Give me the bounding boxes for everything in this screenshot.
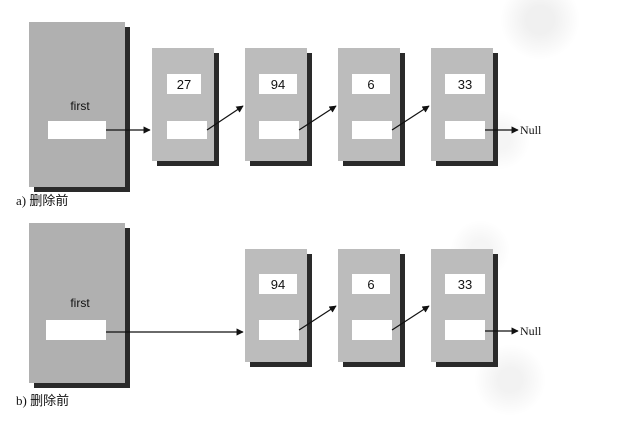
node-value: 6 xyxy=(367,77,374,92)
node-pointer-slot xyxy=(167,121,207,139)
node-face xyxy=(431,249,493,362)
list-node-b-3: 33 xyxy=(431,249,498,367)
pointer-arrow-6-to-33 xyxy=(391,105,430,131)
node-pointer-slot xyxy=(259,121,299,139)
head-face xyxy=(29,223,125,383)
node-value-slot xyxy=(445,274,485,294)
head-node-first-a: first xyxy=(29,22,130,192)
null-label: Null xyxy=(520,123,542,137)
node-pointer-slot xyxy=(445,320,485,340)
node-face xyxy=(338,48,400,161)
diagram-b: first 94 6 xyxy=(29,223,542,388)
caption-a: a) 删除前 xyxy=(16,193,69,208)
node-value: 94 xyxy=(271,77,285,92)
head-label: first xyxy=(70,99,90,113)
node-face xyxy=(431,48,493,161)
head-node-first-b: first xyxy=(29,223,130,388)
list-node-b-1: 94 xyxy=(245,249,312,367)
pointer-arrow-94-to-6 xyxy=(298,305,337,331)
node-value-slot xyxy=(352,74,390,94)
node-face xyxy=(245,48,307,161)
node-value: 6 xyxy=(367,277,374,292)
list-node-a-2: 94 xyxy=(245,48,312,166)
node-face xyxy=(338,249,400,362)
node-face xyxy=(245,249,307,362)
node-value-slot xyxy=(167,74,201,94)
list-node-a-3: 6 xyxy=(338,48,405,166)
pointer-arrow-94-to-6 xyxy=(298,105,337,131)
head-face xyxy=(29,22,125,187)
node-value-slot xyxy=(445,74,485,94)
list-node-a-1: 27 xyxy=(152,48,219,166)
head-pointer-slot xyxy=(48,121,106,139)
pointer-arrow-6-to-33 xyxy=(391,305,430,331)
node-value: 33 xyxy=(458,77,472,92)
node-pointer-slot xyxy=(352,320,392,340)
head-label: first xyxy=(70,296,90,310)
list-node-a-4: 33 xyxy=(431,48,498,166)
list-node-b-2: 6 xyxy=(338,249,405,367)
node-value: 33 xyxy=(458,277,472,292)
head-pointer-slot xyxy=(46,320,106,340)
diagram-a: first 27 94 xyxy=(29,22,542,192)
pointer-arrow-27-to-94 xyxy=(206,105,244,131)
node-value-slot xyxy=(259,274,297,294)
caption-b: b) 删除前 xyxy=(16,393,70,408)
node-pointer-slot xyxy=(352,121,392,139)
node-value-slot xyxy=(352,274,390,294)
node-pointer-slot xyxy=(445,121,485,139)
node-face xyxy=(152,48,214,161)
null-label: Null xyxy=(520,324,542,338)
node-pointer-slot xyxy=(259,320,299,340)
node-value-slot xyxy=(259,74,297,94)
node-value: 27 xyxy=(177,77,191,92)
node-value: 94 xyxy=(271,277,285,292)
